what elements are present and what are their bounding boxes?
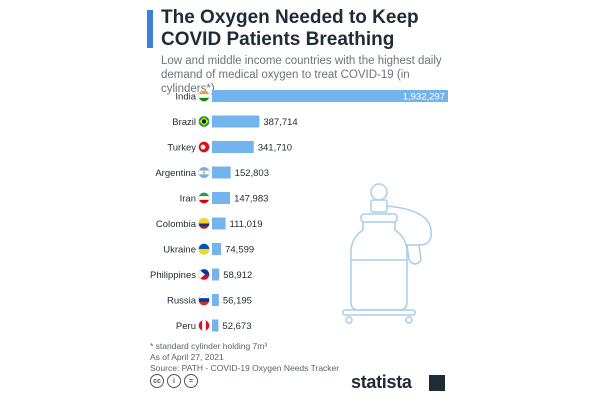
flag-colombia-icon xyxy=(198,218,210,229)
flag-argentina-icon xyxy=(198,167,210,178)
flag-india-icon xyxy=(198,90,210,102)
footnote-date: As of April 27, 2021 xyxy=(150,352,224,362)
flag-outline xyxy=(198,268,210,281)
value-label: 58,912 xyxy=(223,270,252,281)
chart-subtitle: Low and middle income countries with the… xyxy=(161,55,442,95)
value-label: 152,803 xyxy=(235,168,269,179)
category-label: Iran xyxy=(180,194,196,205)
bar xyxy=(212,319,219,332)
flag-outline xyxy=(198,217,210,230)
category-label: India xyxy=(175,92,196,103)
value-label: 341,710 xyxy=(258,143,292,154)
oxygen-cylinder-icon xyxy=(342,183,432,324)
bar xyxy=(212,268,220,281)
bar xyxy=(212,166,231,179)
flag-outline xyxy=(198,115,210,128)
value-label: 74,599 xyxy=(225,245,254,256)
title-accent-bar xyxy=(147,10,153,48)
bar-chart: India 1,932,297 Brazil 387,714 Turkey 341,710… xyxy=(150,90,448,332)
category-label: Turkey xyxy=(167,143,196,154)
category-label: Brazil xyxy=(172,117,196,128)
bar xyxy=(212,243,222,255)
creative-commons-icon: cc xyxy=(150,374,164,388)
attribution-icon: i xyxy=(167,374,181,388)
statista-logo-mark xyxy=(429,375,445,391)
bar xyxy=(212,217,226,230)
category-label: Russia xyxy=(167,296,197,307)
category-label: Argentina xyxy=(155,168,196,179)
bar xyxy=(212,294,219,306)
flag-outline xyxy=(198,192,210,204)
infographic-card xyxy=(139,0,461,400)
flag-outline xyxy=(198,319,210,332)
flag-outline xyxy=(198,90,210,102)
no-derivatives-icon: = xyxy=(184,374,198,388)
flag-outline xyxy=(198,141,210,153)
statista-logo: statista xyxy=(351,372,412,392)
value-label: 52,673 xyxy=(222,321,251,332)
category-label: Peru xyxy=(176,321,196,332)
flag-turkey-icon xyxy=(198,141,210,153)
chart-title: The Oxygen Needed to Keep COVID Patients… xyxy=(161,7,419,50)
footnote-cylinder: * standard cylinder holding 7m³ xyxy=(150,341,268,351)
value-label: 147,983 xyxy=(234,194,268,205)
bar xyxy=(212,115,260,128)
value-label: 387,714 xyxy=(263,117,297,128)
flag-outline xyxy=(198,294,210,306)
flag-brazil-icon xyxy=(198,116,210,127)
category-label: Ukraine xyxy=(163,245,196,256)
flag-outline xyxy=(198,166,210,179)
flag-philippines-icon xyxy=(198,269,210,280)
bar xyxy=(212,90,448,102)
footnote-source: Source: PATH - COVID-19 Oxygen Needs Tra… xyxy=(150,363,340,373)
bar xyxy=(212,141,254,153)
flag-iran-icon xyxy=(198,192,210,204)
category-label: Colombia xyxy=(156,219,197,230)
flag-ukraine-icon xyxy=(198,243,210,255)
value-label: 56,195 xyxy=(223,296,252,307)
value-label: 1,932,297 xyxy=(403,92,445,103)
flag-peru-icon xyxy=(198,320,210,331)
flag-outline xyxy=(198,243,210,255)
bar xyxy=(212,192,231,204)
category-label: Philippines xyxy=(150,270,196,281)
flag-russia-icon xyxy=(198,294,210,306)
value-label: 111,019 xyxy=(230,219,263,230)
